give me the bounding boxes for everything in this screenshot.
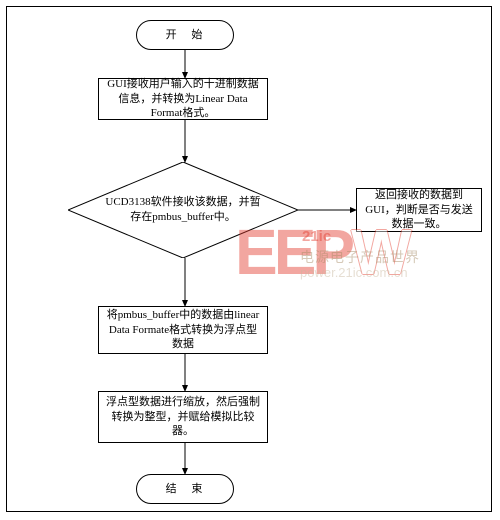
node-end-label: 结 束 bbox=[166, 482, 209, 497]
node-decision-buffer: UCD3138软件接收该数据，并暂存在pmbus_buffer中。 bbox=[68, 162, 298, 258]
node-convert-float-label: 将pmbus_buffer中的数据由linear Data Formate格式转… bbox=[105, 308, 261, 353]
node-start: 开 始 bbox=[136, 20, 234, 50]
node-scale-assign-label: 浮点型数据进行缩放，然后强制转换为整型，并赋给模拟比较器。 bbox=[105, 395, 261, 440]
node-return-gui: 返回接收的数据到GUI，判断是否与发送数据一致。 bbox=[356, 188, 482, 232]
node-end: 结 束 bbox=[136, 474, 234, 504]
node-gui-input-label: GUI接收用户输入的十进制数据信息，并转换为Linear Data Format… bbox=[105, 77, 261, 122]
node-decision-buffer-label: UCD3138软件接收该数据，并暂存在pmbus_buffer中。 bbox=[103, 195, 264, 225]
node-convert-float: 将pmbus_buffer中的数据由linear Data Formate格式转… bbox=[98, 306, 268, 354]
node-gui-input: GUI接收用户输入的十进制数据信息，并转换为Linear Data Format… bbox=[98, 78, 268, 120]
node-scale-assign: 浮点型数据进行缩放，然后强制转换为整型，并赋给模拟比较器。 bbox=[98, 391, 268, 443]
node-start-label: 开 始 bbox=[166, 28, 209, 43]
node-return-gui-label: 返回接收的数据到GUI，判断是否与发送数据一致。 bbox=[363, 188, 475, 233]
